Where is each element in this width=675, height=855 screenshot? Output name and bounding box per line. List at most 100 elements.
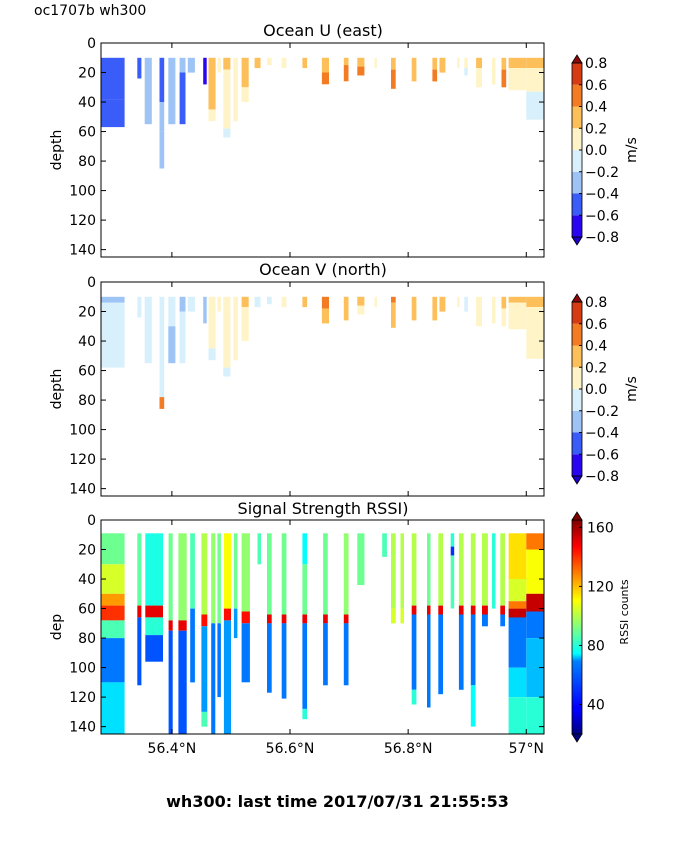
profile-cell: [457, 296, 460, 308]
x-tick-label: 56.6°N: [266, 741, 315, 757]
profile-cell: [223, 620, 231, 734]
profile-cell: [302, 708, 308, 720]
profile-cell: [357, 305, 365, 315]
y-tick-label: 100: [69, 184, 96, 200]
profile-cell: [267, 623, 272, 693]
profile-cell: [492, 296, 496, 324]
y-tick-label: 140: [69, 243, 96, 259]
profile-cell: [343, 65, 349, 82]
profile-cell: [241, 296, 249, 308]
colorbar-tick-label: −0.4: [585, 187, 619, 203]
profile-cell: [482, 533, 488, 606]
tick-layer: 0 20 40 60 80 100 120 140: [69, 275, 544, 498]
profile-cell: [208, 109, 216, 122]
profile-cell: [223, 608, 231, 621]
profile-cell: [321, 296, 329, 309]
profile-cell: [254, 57, 261, 69]
profile-cell: [145, 605, 163, 618]
colorbar-tick-label: 0.2: [585, 121, 607, 137]
profile-cell: [500, 614, 505, 627]
colorbar-level: [572, 302, 582, 324]
profile-cell: [526, 611, 544, 639]
colorbar-level: [572, 193, 582, 216]
profile-cell: [241, 307, 249, 341]
colorbar-tick-label: 40: [587, 697, 605, 713]
profile-cell: [302, 57, 308, 69]
profile-cell: [501, 296, 507, 309]
profile-cell: [211, 533, 216, 624]
profile-cell: [145, 617, 163, 636]
profile-cell: [464, 296, 468, 312]
profile-cell: [168, 620, 173, 631]
profile-cell: [267, 614, 272, 624]
colorbar-tick-label: 0.0: [585, 382, 607, 398]
profile-cell: [281, 623, 287, 699]
profile-cell: [223, 296, 231, 309]
profile-cell: [458, 533, 464, 606]
profile-cell: [217, 296, 221, 312]
y-tick-label: 0: [87, 36, 96, 52]
y-tick-label: 40: [78, 334, 96, 350]
profile-cell: [233, 608, 238, 639]
profile-cell: [159, 102, 165, 132]
colorbar-tick-label: 120: [587, 579, 614, 595]
profile-cell: [145, 635, 163, 662]
profile-cell: [281, 533, 287, 615]
colorbar-tick-label: 0.6: [585, 317, 607, 333]
colorbar-extend-top: [571, 511, 583, 521]
profile-cell: [391, 302, 396, 328]
tick-layer: 0 20 40 60 80 100 120 140 56.4°N 56.6°N 56.8°N 57°N: [69, 513, 544, 757]
colorbar-tick-label: 0.8: [585, 295, 607, 311]
colorbar-extend-top: [571, 54, 583, 64]
colorbar-extend-top: [571, 293, 583, 303]
profile-cell: [391, 296, 396, 303]
profile-cell: [482, 605, 488, 615]
profile-cell: [223, 128, 231, 138]
y-tick-label: 80: [78, 154, 96, 170]
profile-cell: [233, 57, 238, 122]
colorbar-level: [572, 106, 582, 129]
profile-cell: [217, 623, 221, 698]
profile-cell: [382, 533, 387, 557]
profile-cell: [187, 57, 195, 73]
profile-cell: [168, 630, 173, 734]
panel-title: Ocean V (north): [259, 260, 387, 279]
profile-cell: [526, 68, 544, 92]
y-axis-label: depth: [49, 369, 65, 410]
profile-cell: [357, 66, 365, 76]
y-tick-label: 20: [78, 543, 96, 559]
colorbar-label: RSSI counts: [618, 579, 631, 644]
colorbar-tick-label: 0.0: [585, 143, 607, 159]
profile-cell: [470, 614, 476, 686]
profile-cell: [257, 533, 261, 565]
profile-cell: [450, 546, 455, 556]
colorbar-extend-bottom: [571, 236, 583, 246]
y-tick-label: 40: [78, 572, 96, 588]
y-tick-label: 140: [69, 720, 96, 736]
profile-cell: [458, 605, 464, 615]
profile-cell: [211, 623, 216, 734]
profile-cell: [526, 533, 544, 550]
colorbar-tick-label: −0.6: [585, 447, 619, 463]
profile-cell: [438, 614, 443, 695]
profile-cell: [144, 57, 152, 79]
profile-cell: [411, 57, 417, 82]
colorbar-tick-label: −0.8: [585, 469, 619, 485]
profile-cell: [438, 605, 443, 615]
y-tick-label: 60: [78, 125, 96, 141]
profile-cell: [400, 608, 404, 624]
profile-cell: [470, 685, 476, 727]
profile-cell: [178, 630, 187, 734]
y-tick-label: 120: [69, 690, 96, 706]
profile-cell: [217, 533, 221, 624]
colorbar-level: [572, 171, 582, 194]
profile-cell: [323, 533, 328, 615]
colorbar-level: [572, 215, 582, 237]
profile-cell: [501, 57, 507, 70]
profile-cell: [302, 296, 308, 308]
profile-cell: [391, 69, 396, 89]
profile-cell: [501, 308, 507, 327]
profile-cell: [217, 57, 221, 73]
plot-area-bg: [101, 520, 544, 734]
